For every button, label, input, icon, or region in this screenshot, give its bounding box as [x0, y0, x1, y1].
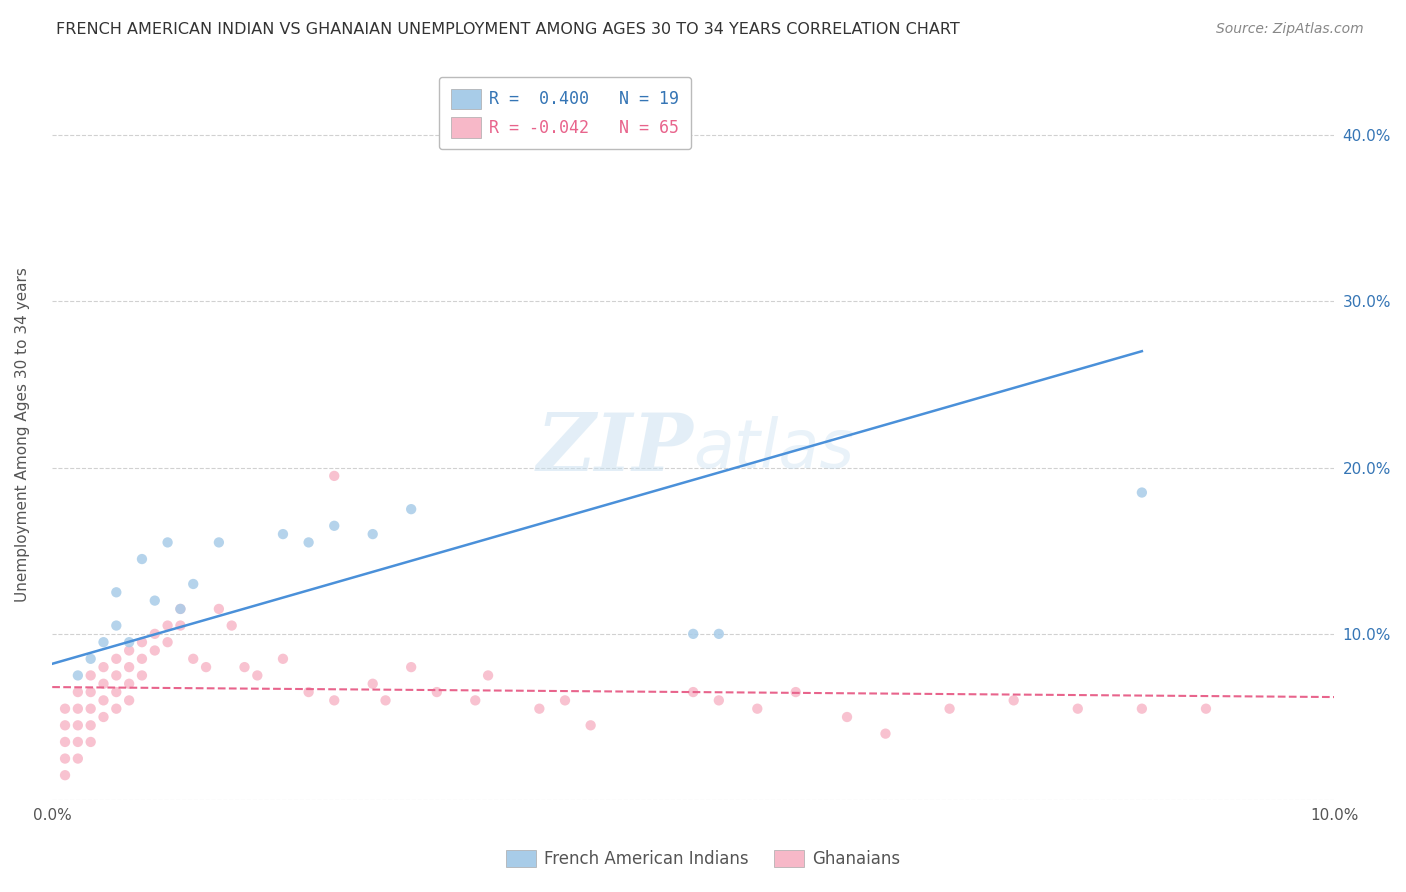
Point [93, 693, 115, 707]
Point [66, 668, 89, 682]
Point [169, 602, 191, 616]
Point [93, 677, 115, 691]
Point [875, 726, 897, 740]
Point [1195, 701, 1218, 715]
Point [131, 668, 153, 682]
Point [118, 677, 141, 691]
Point [156, 535, 179, 549]
Point [131, 635, 153, 649]
Text: FRENCH AMERICAN INDIAN VS GHANAIAN UNEMPLOYMENT AMONG AGES 30 TO 34 YEARS CORREL: FRENCH AMERICAN INDIAN VS GHANAIAN UNEMP… [56, 22, 960, 37]
Point [271, 652, 294, 666]
Point [131, 552, 153, 566]
Point [118, 660, 141, 674]
Point [297, 535, 319, 549]
Point [156, 618, 179, 632]
Point [105, 585, 128, 599]
Point [221, 618, 243, 632]
Point [105, 701, 128, 715]
Point [464, 693, 486, 707]
Text: ZIP: ZIP [536, 410, 693, 488]
Point [707, 693, 730, 707]
Point [105, 652, 128, 666]
Point [53, 768, 76, 782]
Point [93, 660, 115, 674]
Point [105, 685, 128, 699]
Point [79, 668, 101, 682]
Point [233, 660, 256, 674]
Point [554, 693, 576, 707]
Point [271, 527, 294, 541]
Point [156, 635, 179, 649]
Point [79, 735, 101, 749]
Point [143, 627, 166, 641]
Point [93, 635, 115, 649]
Point [747, 701, 769, 715]
Point [361, 677, 384, 691]
Point [53, 735, 76, 749]
Point [79, 685, 101, 699]
Point [118, 643, 141, 657]
Text: atlas: atlas [693, 416, 855, 482]
Point [118, 693, 141, 707]
Point [1002, 693, 1025, 707]
Point [93, 710, 115, 724]
Point [938, 701, 960, 715]
Point [208, 602, 231, 616]
Point [208, 535, 231, 549]
Point [105, 668, 128, 682]
Point [682, 627, 704, 641]
Point [66, 718, 89, 732]
Point [79, 701, 101, 715]
Point [579, 718, 602, 732]
Point [169, 602, 191, 616]
Point [79, 718, 101, 732]
Point [835, 710, 858, 724]
Point [181, 652, 204, 666]
Point [143, 643, 166, 657]
Point [1130, 701, 1153, 715]
Point [426, 685, 449, 699]
Point [529, 701, 551, 715]
Point [66, 751, 89, 765]
Point [66, 701, 89, 715]
Point [374, 693, 396, 707]
Point [79, 652, 101, 666]
Point [477, 668, 499, 682]
Point [785, 685, 807, 699]
Point [1067, 701, 1090, 715]
Point [169, 618, 191, 632]
Legend: R =  0.400   N = 19, R = -0.042   N = 65: R = 0.400 N = 19, R = -0.042 N = 65 [439, 77, 690, 149]
Point [143, 593, 166, 607]
Point [195, 660, 218, 674]
Point [131, 652, 153, 666]
Y-axis label: Unemployment Among Ages 30 to 34 years: Unemployment Among Ages 30 to 34 years [15, 267, 30, 602]
Point [323, 518, 346, 533]
Point [53, 751, 76, 765]
Point [707, 627, 730, 641]
Point [361, 527, 384, 541]
Point [297, 685, 319, 699]
Point [399, 502, 422, 516]
Point [399, 660, 422, 674]
Point [323, 693, 346, 707]
Point [1130, 485, 1153, 500]
Point [246, 668, 269, 682]
Point [66, 735, 89, 749]
Legend: French American Indians, Ghanaians: French American Indians, Ghanaians [499, 843, 907, 875]
Point [118, 635, 141, 649]
Point [53, 718, 76, 732]
Point [323, 469, 346, 483]
Point [105, 618, 128, 632]
Point [181, 577, 204, 591]
Point [53, 701, 76, 715]
Point [66, 685, 89, 699]
Point [682, 685, 704, 699]
Text: Source: ZipAtlas.com: Source: ZipAtlas.com [1216, 22, 1364, 37]
